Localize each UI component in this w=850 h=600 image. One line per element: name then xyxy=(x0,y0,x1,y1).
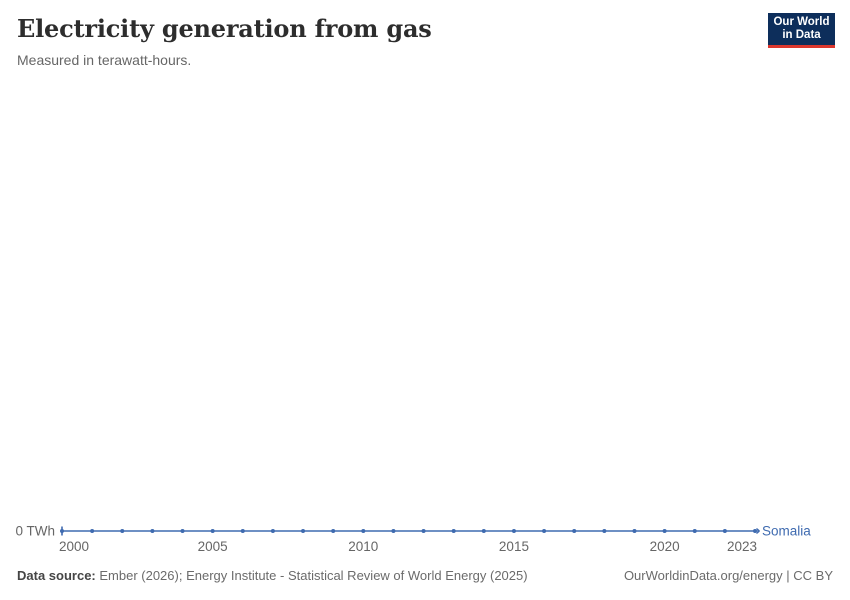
page-title: Electricity generation from gas xyxy=(17,14,432,43)
data-point xyxy=(481,529,486,533)
x-axis-tick-layer: 2000 2005 2010 2015 2020 2023 xyxy=(59,539,757,554)
data-point xyxy=(602,529,607,533)
owid-url-license-link[interactable]: OurWorldinData.org/energy | CC BY xyxy=(623,568,833,583)
data-source-label: Data source: xyxy=(17,568,96,583)
chart-subtitle: Measured in terawatt-hours. xyxy=(17,52,192,68)
data-point xyxy=(451,529,456,533)
x-axis-tick-label: 2020 xyxy=(650,539,680,554)
data-source-note: Data source: Ember (2026); Energy Instit… xyxy=(17,568,528,583)
y-axis-tick-label: 0 TWh xyxy=(15,524,55,539)
data-point xyxy=(662,529,667,533)
data-point xyxy=(180,529,185,533)
data-point xyxy=(150,529,155,533)
data-point xyxy=(722,529,727,533)
chart-footer: Data source: Ember (2026); Energy Instit… xyxy=(17,568,833,583)
data-point xyxy=(391,529,396,533)
x-axis-tick-label: 2015 xyxy=(499,539,529,554)
data-point xyxy=(572,529,577,533)
x-axis-tick-label: 2010 xyxy=(348,539,378,554)
data-point xyxy=(240,529,245,533)
x-axis-tick-label: 2023 xyxy=(727,539,757,554)
data-source-text: Ember (2026); Energy Institute - Statist… xyxy=(95,568,528,583)
data-point xyxy=(120,529,125,533)
entity-label: Somalia xyxy=(762,524,811,539)
series-layer xyxy=(60,526,760,536)
data-point xyxy=(331,529,336,533)
x-axis-tick-label: 2005 xyxy=(198,539,228,554)
data-point xyxy=(210,529,215,533)
data-point xyxy=(692,529,697,533)
owid-logo[interactable]: Our World in Data xyxy=(768,13,835,48)
data-point xyxy=(270,529,275,533)
data-point xyxy=(60,529,64,533)
data-point xyxy=(542,529,547,533)
data-point xyxy=(511,529,516,533)
data-point xyxy=(361,529,366,533)
owid-logo-line2: in Data xyxy=(782,29,821,41)
data-point xyxy=(632,529,637,533)
x-axis-tick-label: 2000 xyxy=(59,539,89,554)
data-point xyxy=(90,529,95,533)
data-point xyxy=(421,529,426,533)
data-point xyxy=(301,529,306,533)
line-end-arrow xyxy=(755,528,760,534)
owid-logo-line1: Our World xyxy=(773,16,830,28)
